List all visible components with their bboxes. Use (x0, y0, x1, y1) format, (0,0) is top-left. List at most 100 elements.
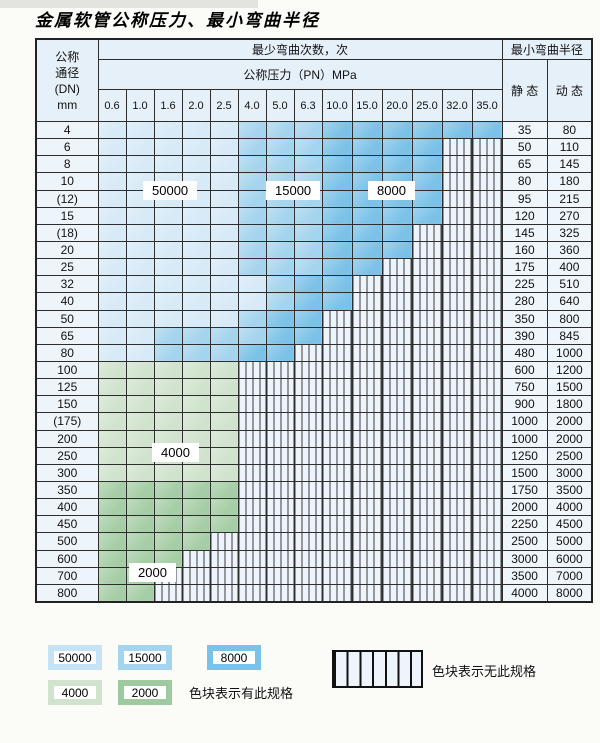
no-spec-cell (265, 429, 295, 448)
no-spec-cell (441, 412, 473, 431)
no-spec-cell (471, 446, 503, 465)
no-spec-cell (441, 275, 473, 294)
dynamic-radius-cell: 270 (546, 206, 593, 225)
no-spec-cell (411, 412, 443, 431)
spec-cell (265, 326, 295, 345)
no-spec-cell (381, 258, 413, 277)
no-spec-cell (471, 378, 503, 397)
spec-cell (265, 292, 295, 311)
no-spec-cell (471, 515, 503, 534)
spec-cell (351, 155, 383, 174)
no-spec-cell (351, 583, 383, 603)
spec-cell (153, 463, 183, 482)
no-spec-cell (471, 498, 503, 517)
spec-cell (125, 343, 155, 362)
spec-cell (209, 480, 239, 500)
spec-cell (209, 309, 239, 328)
spec-table-container: 公称 通径 (DN) mm 最少弯曲次数，次 最小弯曲半径 公称压力（PN）MP… (35, 38, 594, 603)
spec-cell (181, 378, 211, 397)
spec-cell (153, 240, 183, 260)
no-spec-cell (381, 326, 413, 345)
spec-cell (153, 223, 183, 242)
spec-cell (153, 360, 183, 380)
table-row: (18) 145 325 (35, 223, 593, 242)
spec-cell (293, 240, 323, 260)
no-spec-cell (471, 138, 503, 157)
no-spec-cell (265, 378, 295, 397)
table-row: 250 1250 2500 (35, 446, 593, 465)
dn-cell: 450 (35, 515, 99, 534)
no-spec-cell (351, 360, 383, 380)
spec-cell (321, 258, 353, 277)
dn-header-line: 公称 (55, 49, 80, 64)
spec-cell (237, 155, 267, 174)
dn-header-line: 通径 (55, 65, 80, 80)
spec-cell (209, 240, 239, 260)
spec-cell (153, 515, 183, 534)
spec-cell (411, 155, 443, 174)
dynamic-radius-cell: 6000 (546, 549, 593, 568)
spec-cell (125, 395, 155, 414)
legend-box-value: 2000 (131, 685, 159, 700)
dynamic-radius-cell: 180 (546, 172, 593, 191)
spec-cell (181, 292, 211, 311)
spec-cell (153, 138, 183, 157)
no-spec-cell (321, 343, 353, 362)
static-radius-cell: 1000 (501, 412, 548, 431)
static-header: 静 态 (501, 59, 548, 122)
no-spec-cell (321, 463, 353, 482)
static-radius-cell: 350 (501, 309, 548, 328)
spec-cell (125, 463, 155, 482)
spec-cell (125, 258, 155, 277)
spec-cell (97, 275, 127, 294)
spec-cell (153, 120, 183, 140)
no-spec-cell (381, 463, 413, 482)
no-spec-cell (441, 515, 473, 534)
no-spec-cell (237, 463, 267, 482)
spec-cell (381, 206, 413, 225)
spec-cell (153, 343, 183, 362)
spec-cell (125, 480, 155, 500)
no-spec-cell (441, 326, 473, 345)
legend-hatch-box (332, 650, 423, 688)
spec-cell (293, 292, 323, 311)
no-spec-cell (411, 583, 443, 603)
no-spec-cell (441, 378, 473, 397)
pressure-col-header: 0.6 (97, 89, 127, 122)
spec-table: 公称 通径 (DN) mm 最少弯曲次数，次 最小弯曲半径 公称压力（PN）MP… (35, 38, 594, 603)
pressure-header: 公称压力（PN）MPa (97, 59, 503, 90)
spec-cell (237, 189, 267, 208)
no-spec-cell (471, 258, 503, 277)
table-row: 6 50 110 (35, 138, 593, 157)
no-spec-cell (237, 480, 267, 500)
dn-cell: 350 (35, 480, 99, 500)
spec-cell (351, 258, 383, 277)
spec-cell (411, 120, 443, 140)
spec-cell (181, 515, 211, 534)
no-spec-cell (471, 326, 503, 345)
spec-cell (125, 206, 155, 225)
table-row: 350 1750 3500 (35, 480, 593, 500)
pressure-col-header: 35.0 (471, 89, 503, 122)
no-spec-cell (265, 549, 295, 568)
spec-cell (237, 240, 267, 260)
spec-cell (209, 360, 239, 380)
spec-cell (321, 275, 353, 294)
no-spec-cell (351, 395, 383, 414)
dn-cell: 400 (35, 498, 99, 517)
spec-cell (293, 155, 323, 174)
no-spec-cell (237, 549, 267, 568)
spec-cell (265, 275, 295, 294)
no-spec-cell (351, 292, 383, 311)
no-spec-cell (471, 275, 503, 294)
spec-cell (153, 498, 183, 517)
no-spec-cell (293, 429, 323, 448)
spec-cell (153, 480, 183, 500)
dynamic-radius-cell: 4500 (546, 515, 593, 534)
pressure-col-header: 15.0 (351, 89, 383, 122)
spec-cell (411, 172, 443, 191)
static-radius-cell: 2000 (501, 498, 548, 517)
table-row: 200 1000 2000 (35, 429, 593, 448)
table-row: (175) 1000 2000 (35, 412, 593, 431)
spec-cell (321, 189, 353, 208)
